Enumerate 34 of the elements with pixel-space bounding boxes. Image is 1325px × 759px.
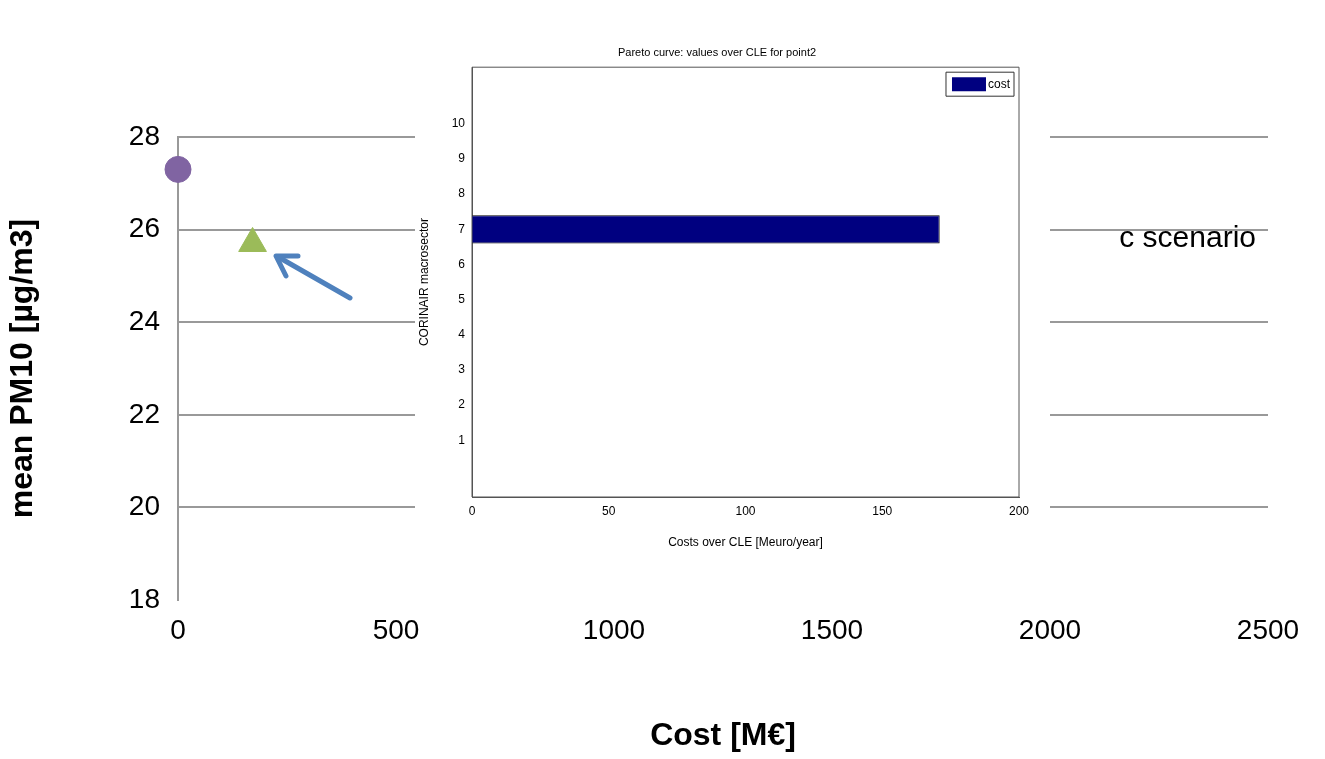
x-axis-title: Cost [M€] <box>650 715 796 752</box>
x-tick-label: 0 <box>468 503 476 518</box>
y-tick-label: 8 <box>458 186 466 201</box>
y-tick-label: 10 <box>451 116 466 131</box>
y-tick-label: 28 <box>128 119 160 151</box>
y-tick-label: 20 <box>128 490 160 522</box>
x-tick-label: 1000 <box>582 613 646 645</box>
y-tick-label: 5 <box>458 292 466 306</box>
y-axis-title: CORINAIR macrosector <box>416 218 431 347</box>
legend-label: cost <box>987 76 1011 91</box>
x-tick-label: 200 <box>1008 503 1030 518</box>
y-tick-label: 26 <box>128 212 160 244</box>
x-tick-label: 2500 <box>1236 613 1300 645</box>
x-tick-label: 1500 <box>800 613 864 645</box>
y-tick-label: 24 <box>128 304 160 336</box>
y-tick-label: 3 <box>458 362 466 377</box>
y-axis-title: mean PM10 [µg/m3] <box>3 218 40 519</box>
y-tick-label: 9 <box>458 151 466 166</box>
x-tick-label: 500 <box>372 613 420 645</box>
x-tick-label: 50 <box>602 503 616 518</box>
y-tick-label: 4 <box>458 327 466 342</box>
chart-title: Pareto curve: values over CLE for point2 <box>617 45 817 58</box>
y-tick-label: 18 <box>128 582 160 614</box>
x-tick-label: 100 <box>735 503 756 518</box>
y-tick-label: 7 <box>458 221 466 236</box>
x-tick-label: 2000 <box>1018 613 1082 645</box>
y-tick-label: 6 <box>458 256 466 271</box>
x-tick-label: 0 <box>170 613 186 645</box>
y-tick-label: 22 <box>128 397 160 429</box>
x-tick-label: 150 <box>872 503 893 518</box>
x-axis-title: Costs over CLE [Meuro/year] <box>668 535 823 550</box>
annotation: c scenario <box>1119 220 1256 254</box>
y-tick-label: 2 <box>458 397 466 412</box>
y-tick-label: 1 <box>458 432 466 447</box>
